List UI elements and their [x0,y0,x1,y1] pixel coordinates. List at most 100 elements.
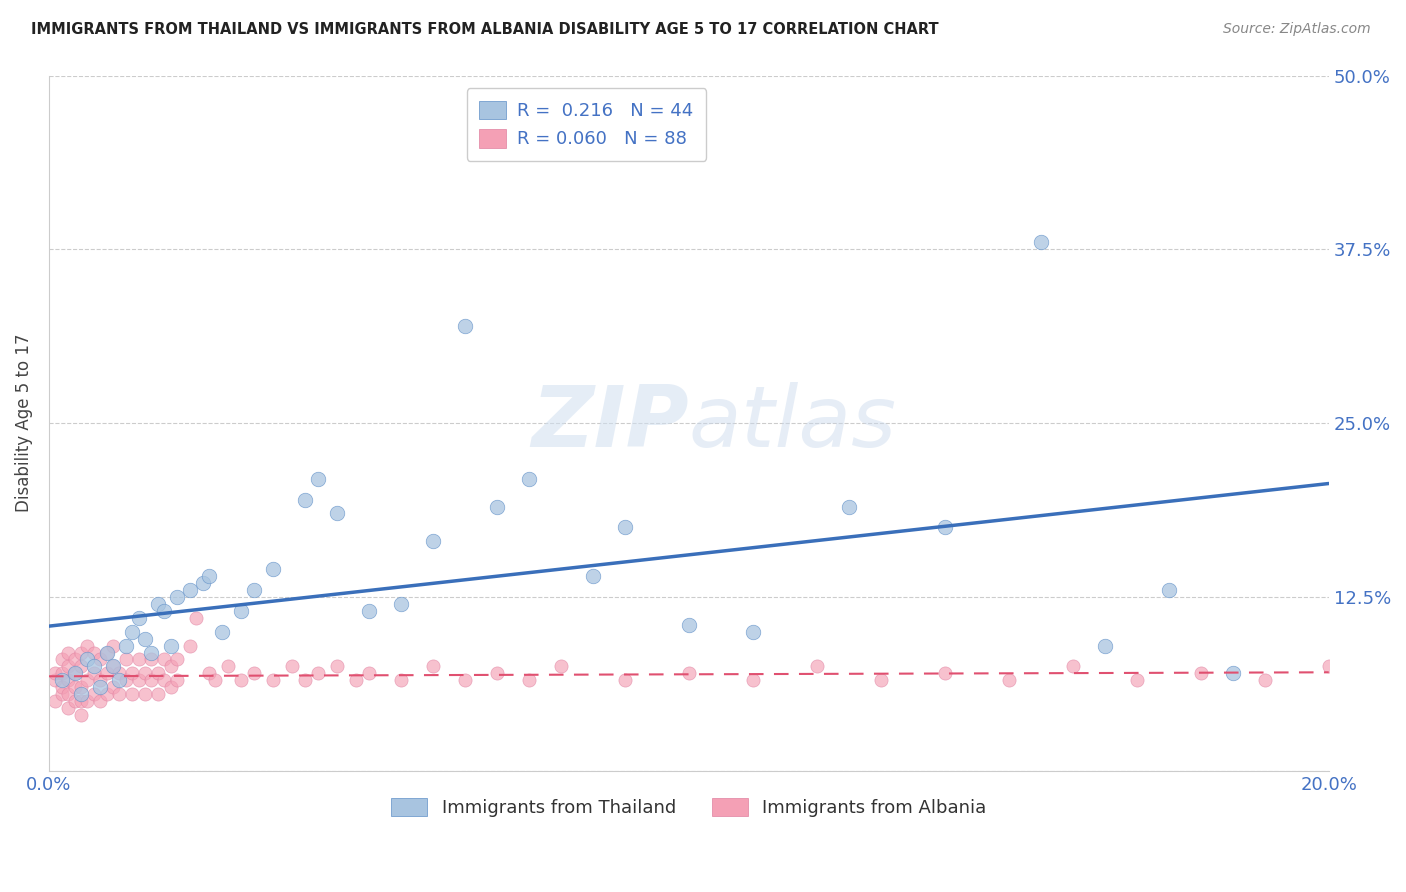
Point [262,562,284,576]
Point [108,687,131,701]
Point [678,666,700,681]
Point [56,646,79,660]
Point [1222,666,1244,681]
Point [166,590,188,604]
Point [242,666,264,681]
Point [51,687,73,701]
Point [70,680,93,694]
Point [869,673,891,688]
Point [63,652,86,666]
Point [146,597,169,611]
Point [56,701,79,715]
Point [76,694,98,708]
Point [101,680,124,694]
Point [159,659,181,673]
Point [198,666,221,681]
Point [344,673,367,688]
Point [1157,582,1180,597]
Point [186,611,208,625]
Point [146,666,169,681]
Point [44,694,66,708]
Point [101,659,124,673]
Point [934,520,956,534]
Point [281,659,304,673]
Point [114,673,136,688]
Point [389,597,412,611]
Point [1189,666,1212,681]
Point [141,646,163,660]
Point [741,624,763,639]
Point [70,694,93,708]
Point [70,646,93,660]
Point [128,611,150,625]
Point [44,673,66,688]
Point [229,673,252,688]
Point [422,659,444,673]
Point [294,492,316,507]
Point [357,604,380,618]
Point [191,576,214,591]
Point [56,659,79,673]
Point [108,673,131,688]
Point [134,666,156,681]
Point [121,687,143,701]
Point [934,666,956,681]
Legend: Immigrants from Thailand, Immigrants from Albania: Immigrants from Thailand, Immigrants fro… [384,790,994,824]
Point [56,673,79,688]
Point [307,666,329,681]
Point [806,659,828,673]
Point [454,673,477,688]
Point [307,472,329,486]
Point [159,680,181,694]
Point [63,680,86,694]
Point [76,639,98,653]
Point [357,666,380,681]
Point [198,569,221,583]
Point [83,687,105,701]
Point [63,666,86,681]
Point [44,666,66,681]
Point [70,708,93,723]
Point [89,694,111,708]
Point [998,673,1021,688]
Point [114,639,136,653]
Point [204,673,226,688]
Point [114,652,136,666]
Point [89,680,111,694]
Point [153,652,176,666]
Point [134,687,156,701]
Text: Source: ZipAtlas.com: Source: ZipAtlas.com [1223,22,1371,37]
Point [179,639,201,653]
Point [70,659,93,673]
Point [141,652,163,666]
Point [1094,639,1116,653]
Point [128,673,150,688]
Point [179,582,201,597]
Point [485,500,508,514]
Point [613,520,636,534]
Point [141,673,163,688]
Point [83,646,105,660]
Point [454,318,477,333]
Point [96,687,118,701]
Point [326,507,349,521]
Point [1062,659,1084,673]
Y-axis label: Disability Age 5 to 17: Disability Age 5 to 17 [15,334,32,512]
Point [89,652,111,666]
Point [1254,673,1277,688]
Point [741,673,763,688]
Point [108,666,131,681]
Point [96,646,118,660]
Point [838,500,860,514]
Point [229,604,252,618]
Point [101,659,124,673]
Point [51,673,73,688]
Point [76,673,98,688]
Point [217,659,239,673]
Point [166,652,188,666]
Point [70,687,93,701]
Point [159,639,181,653]
Point [211,624,233,639]
Point [294,673,316,688]
Point [63,694,86,708]
